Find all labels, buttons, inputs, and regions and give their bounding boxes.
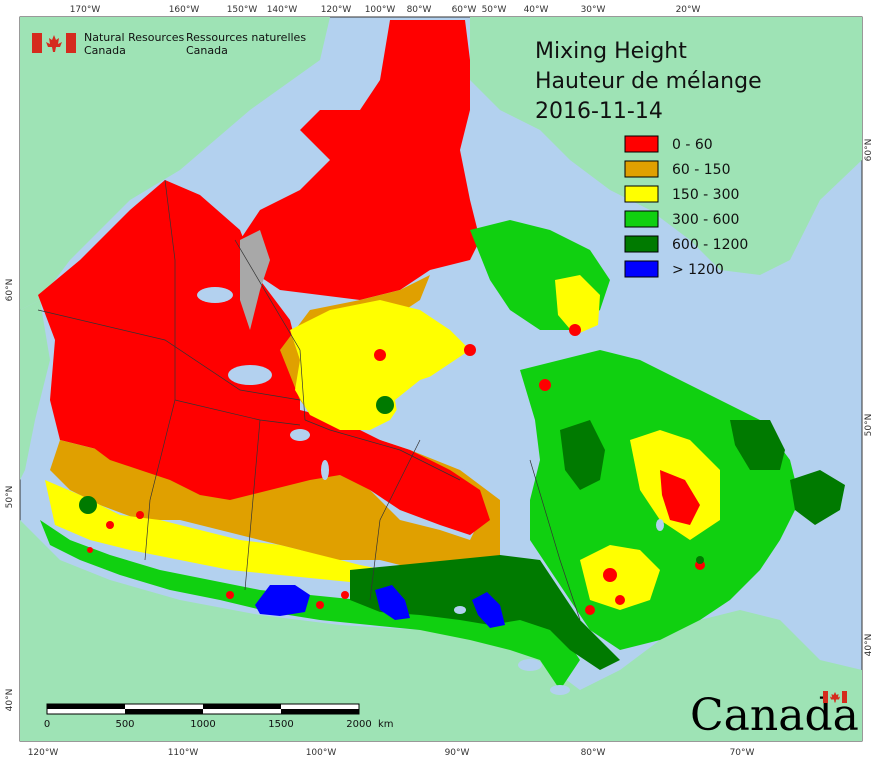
svg-text:150°W: 150°W <box>227 5 258 15</box>
top-tick-labels: 170°W 160°W 150°W 140°W 120°W 100°W 80°W… <box>70 5 701 15</box>
zone-yellow-central <box>290 300 470 430</box>
legend: 0 - 60 60 - 150 150 - 300 300 - 600 600 … <box>624 135 748 278</box>
svg-text:60°W: 60°W <box>452 5 477 15</box>
flag-left-bar <box>32 33 42 53</box>
svg-text:120°W: 120°W <box>321 5 352 15</box>
svg-text:50°N: 50°N <box>864 414 874 437</box>
zone-yellow-baffin <box>555 275 600 335</box>
legend-swatch-5 <box>624 260 659 278</box>
canada-wordmark: Canada <box>690 690 859 741</box>
svg-text:30°W: 30°W <box>581 5 606 15</box>
maple-leaf-icon <box>46 35 62 52</box>
scale-label-500: 500 <box>115 719 134 730</box>
svg-text:70°W: 70°W <box>730 748 755 758</box>
flag-right-bar <box>66 33 76 53</box>
zone-red-quebec-east <box>660 470 700 525</box>
bottom-tick-labels: 120°W 110°W 100°W 90°W 80°W 70°W <box>28 748 755 758</box>
zone-yellow-quebec <box>580 545 660 610</box>
hotspots <box>57 287 705 615</box>
legend-label-0: 0 - 60 <box>672 137 713 153</box>
svg-text:100°W: 100°W <box>365 5 396 15</box>
greenland-land <box>470 17 862 275</box>
pacific-coast-land <box>20 300 50 480</box>
hudson-bay-water <box>395 370 540 480</box>
agency-logo: Natural Resources Canada Ressources natu… <box>32 31 306 57</box>
svg-text:160°W: 160°W <box>169 5 200 15</box>
svg-text:80°W: 80°W <box>581 748 606 758</box>
map-title: Mixing Height Hauteur de mélange 2016-11… <box>535 39 762 124</box>
svg-text:120°W: 120°W <box>28 748 59 758</box>
title-line1: Mixing Height <box>535 39 687 64</box>
agency-fr-line2: Canada <box>186 44 228 57</box>
legend-swatch-0 <box>624 135 659 153</box>
svg-text:60°N: 60°N <box>864 139 874 162</box>
alaska-land <box>20 17 330 310</box>
legend-label-3: 300 - 600 <box>672 212 739 228</box>
scale-unit: km <box>378 719 394 730</box>
usa-land <box>20 520 862 741</box>
svg-text:40°N: 40°N <box>864 634 874 657</box>
province-boundaries <box>37 179 581 621</box>
svg-text:40°W: 40°W <box>524 5 549 15</box>
svg-text:90°W: 90°W <box>445 748 470 758</box>
legend-label-2: 150 - 300 <box>672 187 739 203</box>
zone-red-arctic <box>240 20 480 300</box>
svg-text:110°W: 110°W <box>168 748 199 758</box>
zone-blue-1 <box>255 585 310 616</box>
legend-swatch-3 <box>624 210 659 228</box>
svg-text:170°W: 170°W <box>70 5 101 15</box>
svg-text:50°W: 50°W <box>482 5 507 15</box>
title-line3: 2016-11-14 <box>535 99 663 124</box>
scale-label-0: 0 <box>44 719 50 730</box>
zone-orange-band <box>50 275 500 570</box>
scale-label-2000: 2000 <box>346 719 371 730</box>
svg-text:100°W: 100°W <box>306 748 337 758</box>
zone-darkgreen-atlantic <box>730 420 785 470</box>
zone-green-south <box>40 520 580 690</box>
legend-swatch-4 <box>624 235 659 253</box>
legend-label-1: 60 - 150 <box>672 162 731 178</box>
svg-text:40°N: 40°N <box>5 689 15 712</box>
lakes <box>197 287 664 695</box>
title-line2: Hauteur de mélange <box>535 69 762 94</box>
scale-bar: 0 500 1000 1500 2000 km <box>44 703 394 730</box>
svg-text:60°N: 60°N <box>5 279 15 302</box>
green-spots <box>79 396 704 564</box>
agency-en-line2: Canada <box>84 44 126 57</box>
agency-fr-line1: Ressources naturelles <box>186 31 306 44</box>
left-tick-labels: 60°N 50°N 40°N <box>5 279 15 712</box>
legend-swatch-1 <box>624 160 659 178</box>
zone-nodata <box>240 230 270 330</box>
legend-label-5: > 1200 <box>672 262 724 278</box>
right-tick-labels: 60°N 50°N 40°N <box>864 139 874 657</box>
zone-blue-3 <box>472 592 505 628</box>
zone-darkgreen-newfoundland <box>790 470 845 525</box>
svg-text:80°W: 80°W <box>407 5 432 15</box>
svg-text:20°W: 20°W <box>676 5 701 15</box>
wordmark-flag-right <box>842 691 847 703</box>
svg-text:50°N: 50°N <box>5 486 15 509</box>
svg-text:140°W: 140°W <box>267 5 298 15</box>
zone-blue-2 <box>375 585 410 620</box>
wordmark-flag-left <box>823 691 828 703</box>
zone-red-prairies <box>90 390 490 535</box>
agency-en-line1: Natural Resources <box>84 31 185 44</box>
zone-darkgreen-quebec <box>560 420 605 490</box>
wordmark-maple-leaf-icon <box>830 692 840 703</box>
legend-swatch-2 <box>624 185 659 203</box>
scale-label-1500: 1500 <box>268 719 293 730</box>
scale-label-1000: 1000 <box>190 719 215 730</box>
legend-label-4: 600 - 1200 <box>672 237 748 253</box>
